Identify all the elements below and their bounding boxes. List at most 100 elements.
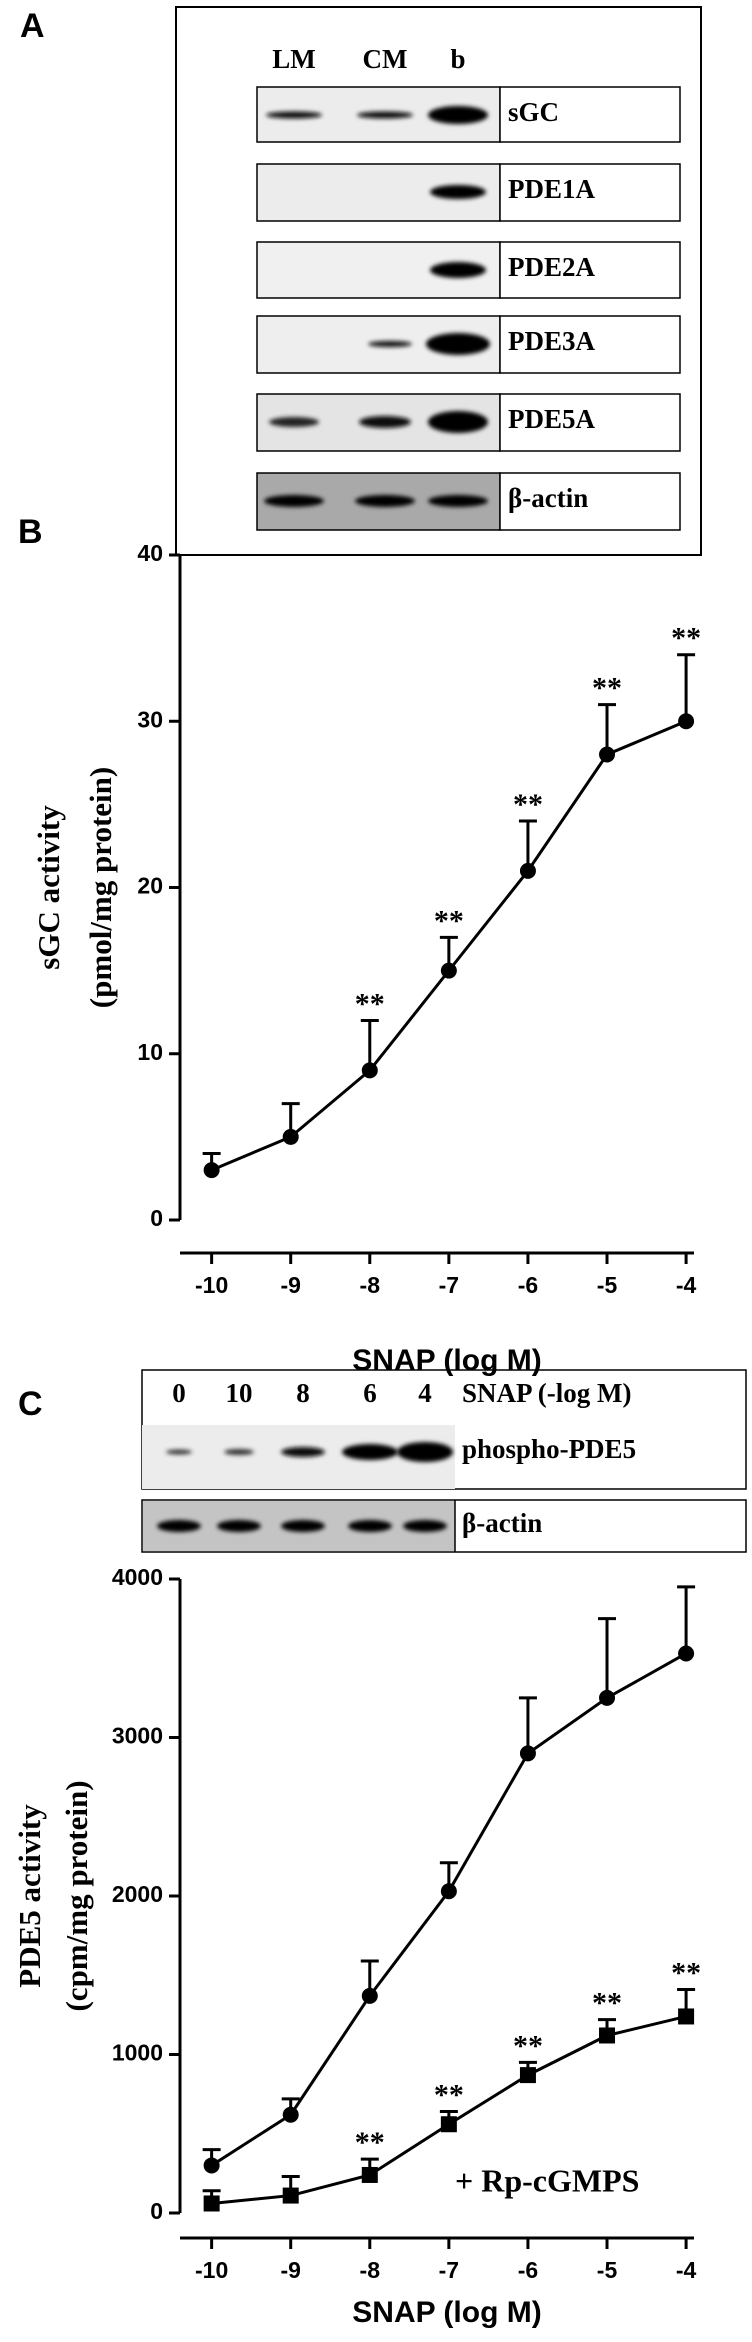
point [282,2106,299,2123]
y-axis-title: (cpm/mg protein) [59,1780,94,2011]
significance: ** [434,2078,464,2111]
significance: ** [355,2126,385,2159]
lane-label: 10 [226,1378,253,1408]
lane-label: LM [272,44,316,74]
band [224,1449,254,1455]
x-tick-label: -10 [195,1272,228,1298]
band [342,1444,398,1460]
x-tick-label: -7 [439,1272,459,1298]
band [368,341,412,347]
band [428,411,488,433]
band [217,1520,261,1532]
band-label: phospho-PDE5 [462,1434,636,1464]
band [166,1449,192,1455]
lane-label: 8 [296,1378,310,1408]
x-tick-label: -4 [676,2257,697,2283]
y-tick-label: 1000 [112,2040,163,2066]
y-tick-label: 30 [137,706,163,732]
point [203,2195,220,2212]
point [440,2116,457,2133]
x-axis-title: SNAP (log M) [352,1344,541,1377]
significance: ** [671,622,701,655]
y-axis-title: sGC activity [31,805,66,970]
lane-title: SNAP (-log M) [462,1378,631,1408]
band [348,1520,392,1532]
point [599,746,616,763]
x-tick-label: -9 [280,2257,300,2283]
point [519,2067,536,2084]
x-tick-label: -10 [195,2257,228,2283]
error-bar [360,1019,379,1071]
lane-label: 6 [363,1378,377,1408]
band [403,1520,447,1532]
error-bar [598,1617,617,1698]
error-bar [518,819,537,871]
band-label: PDE1A [508,174,596,204]
point [599,2027,616,2044]
panel-c-blot: 0 10 8 6 4 SNAP (-log M) phospho-PDE5 β-… [141,1369,747,1553]
point [203,2157,220,2174]
band-label: β-actin [462,1508,542,1538]
y-tick-label: 20 [137,873,163,899]
error-bar [677,653,696,722]
label-box [499,472,681,531]
point [519,862,536,879]
band [357,111,413,119]
x-tick-label: -5 [597,1272,618,1298]
point [361,1987,378,2004]
band [266,111,322,119]
x-tick-label: -8 [360,1272,381,1298]
band [359,416,411,428]
point [440,962,457,979]
y-tick-label: 2000 [112,1881,163,1907]
band [426,333,490,355]
point [282,1128,299,1145]
band-label: PDE5A [508,404,596,434]
label-box [499,163,681,222]
significance: ** [592,1987,622,2020]
blot-row: sGC [256,86,681,143]
significance: ** [592,672,622,705]
band [430,185,486,199]
band-label: β-actin [508,483,588,513]
label-box [499,393,681,452]
blot-row: β-actin [256,472,681,531]
point [599,1689,616,1706]
x-tick-label: -7 [439,2257,459,2283]
panel-label: C [18,1385,43,1423]
point [678,2008,695,2025]
panel-a: A LM CM b sGC PDE1A PDE2A [20,6,702,556]
label-box [499,86,681,143]
y-tick-label: 10 [137,1039,163,1065]
significance: ** [513,788,543,821]
x-tick-label: -6 [518,2257,538,2283]
band-label: PDE2A [508,252,596,282]
y-tick-label: 3000 [112,1723,163,1749]
chart: B 0 10 20 30 40 -10 -9 -8 -7 -6 -5 -4 SNAP (log M) sGC… [18,513,701,1377]
lane-label: CM [363,44,408,74]
y-axis-title: PDE5 activity [12,1804,47,1988]
x-tick-label: -9 [280,1272,300,1298]
band [281,1520,325,1532]
x-tick-label: -5 [597,2257,618,2283]
panel-frame [175,6,702,556]
chart: C 0 1000 2000 3000 4000 -10 -9 -8 -7 -6 -5 -4 SNAP (l… [12,1385,701,2329]
panel-label: B [18,513,43,551]
significance: ** [434,904,464,937]
point [519,1745,536,1762]
y-tick-label: 0 [150,2198,163,2224]
error-bar [677,1585,696,1654]
x-axis-title: SNAP (log M) [352,2296,541,2329]
band-label: sGC [508,97,559,127]
point [361,1062,378,1079]
y-tick-label: 4000 [112,1564,163,1590]
error-bar [518,1696,537,1754]
point [361,2166,378,2183]
significance: ** [355,987,385,1020]
y-axis-title: (pmol/mg protein) [83,767,118,1008]
band [264,495,324,507]
x-tick-label: -8 [360,2257,381,2283]
band [430,262,486,278]
point [203,1162,220,1179]
y-tick-label: 0 [150,1205,163,1231]
